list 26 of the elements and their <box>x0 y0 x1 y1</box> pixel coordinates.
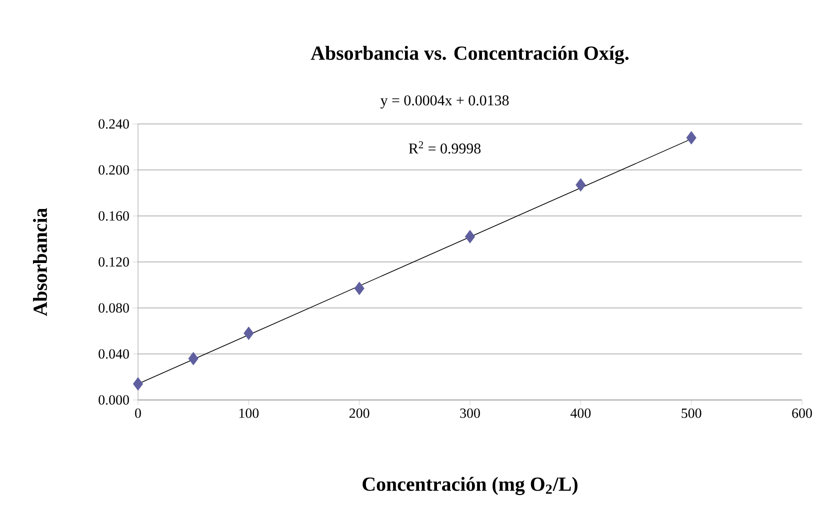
y-tick-label: 0.240 <box>98 119 129 129</box>
x-tick-label: 100 <box>239 408 259 418</box>
point <box>576 178 586 192</box>
x-axis-title: Concentración (mg O$_{2}$/L) <box>362 476 578 496</box>
y-tick-label: 0.040 <box>98 349 129 359</box>
point <box>244 326 254 340</box>
text: y = 0.0004x + 0.0138 <box>380 95 509 108</box>
x-tick-label: 300 <box>460 408 480 418</box>
point <box>132 377 144 391</box>
point <box>188 352 198 366</box>
x-tick-label: 400 <box>570 408 591 418</box>
annotation: R$^{2}$ = 0.9998 <box>408 141 481 154</box>
point <box>354 282 364 296</box>
x-tick-label: 500 <box>682 408 702 418</box>
point <box>464 230 476 244</box>
y-tick-label: 0.000 <box>98 395 129 405</box>
x-tick-label: 0 <box>135 408 141 418</box>
y-tick-label: 0.160 <box>98 211 129 221</box>
y-tick-label: 0.120 <box>98 257 129 267</box>
x-tick-label: 200 <box>349 408 370 418</box>
y-tick-label: 0.200 <box>98 165 129 175</box>
y-tick-label: 0.080 <box>98 303 129 313</box>
chart-title: Absorbancia vs. Concentración Oxíg. <box>310 46 629 64</box>
point <box>686 131 696 144</box>
y-axis-title: Absorbancia <box>32 208 48 316</box>
x-tick-label: 600 <box>792 408 812 418</box>
